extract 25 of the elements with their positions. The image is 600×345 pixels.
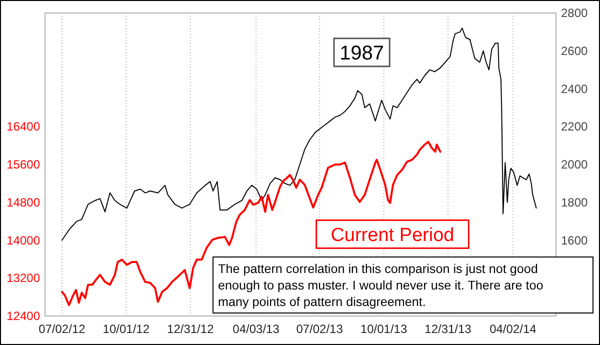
- y-tick-label: 14800: [6, 195, 40, 210]
- y-tick-label: 13200: [6, 271, 40, 286]
- x-tick-label: 04/02/14: [490, 322, 537, 336]
- y-tick-label: 15600: [6, 158, 40, 172]
- x-tick-label: 07/02/12: [38, 322, 86, 336]
- x-tick-label: 10/01/12: [102, 322, 150, 336]
- y2-tick-label: 2000: [561, 158, 588, 172]
- y2-tick-label: 2600: [561, 44, 588, 58]
- y2-tick-label: 2200: [561, 120, 588, 134]
- annotation: The pattern correlation in this comparison is just not good enough to pass muster. I would never use it. There are too many points of pattern disagreement.: [218, 262, 544, 309]
- y2-tick-label: 2400: [561, 82, 588, 96]
- y-tick-label: 12400: [6, 309, 40, 323]
- x-tick-label: 07/02/13: [296, 322, 344, 336]
- y2-tick-label: 1600: [561, 233, 588, 248]
- y-tick-label: 14000: [6, 233, 40, 248]
- x-tick-label: 10/01/13: [360, 322, 408, 336]
- y-tick-label: 16400: [6, 120, 40, 134]
- x-tick-label: 04/03/13: [232, 322, 280, 336]
- series-label: 1987: [340, 42, 384, 64]
- y2-tick-label: 2800: [561, 6, 588, 20]
- x-tick-label: 12/31/12: [167, 322, 214, 336]
- series-label: Current Period: [330, 225, 454, 246]
- line-series: [61, 28, 537, 241]
- y2-tick-label: 1800: [561, 195, 588, 210]
- x-tick-label: 12/31/13: [424, 322, 472, 336]
